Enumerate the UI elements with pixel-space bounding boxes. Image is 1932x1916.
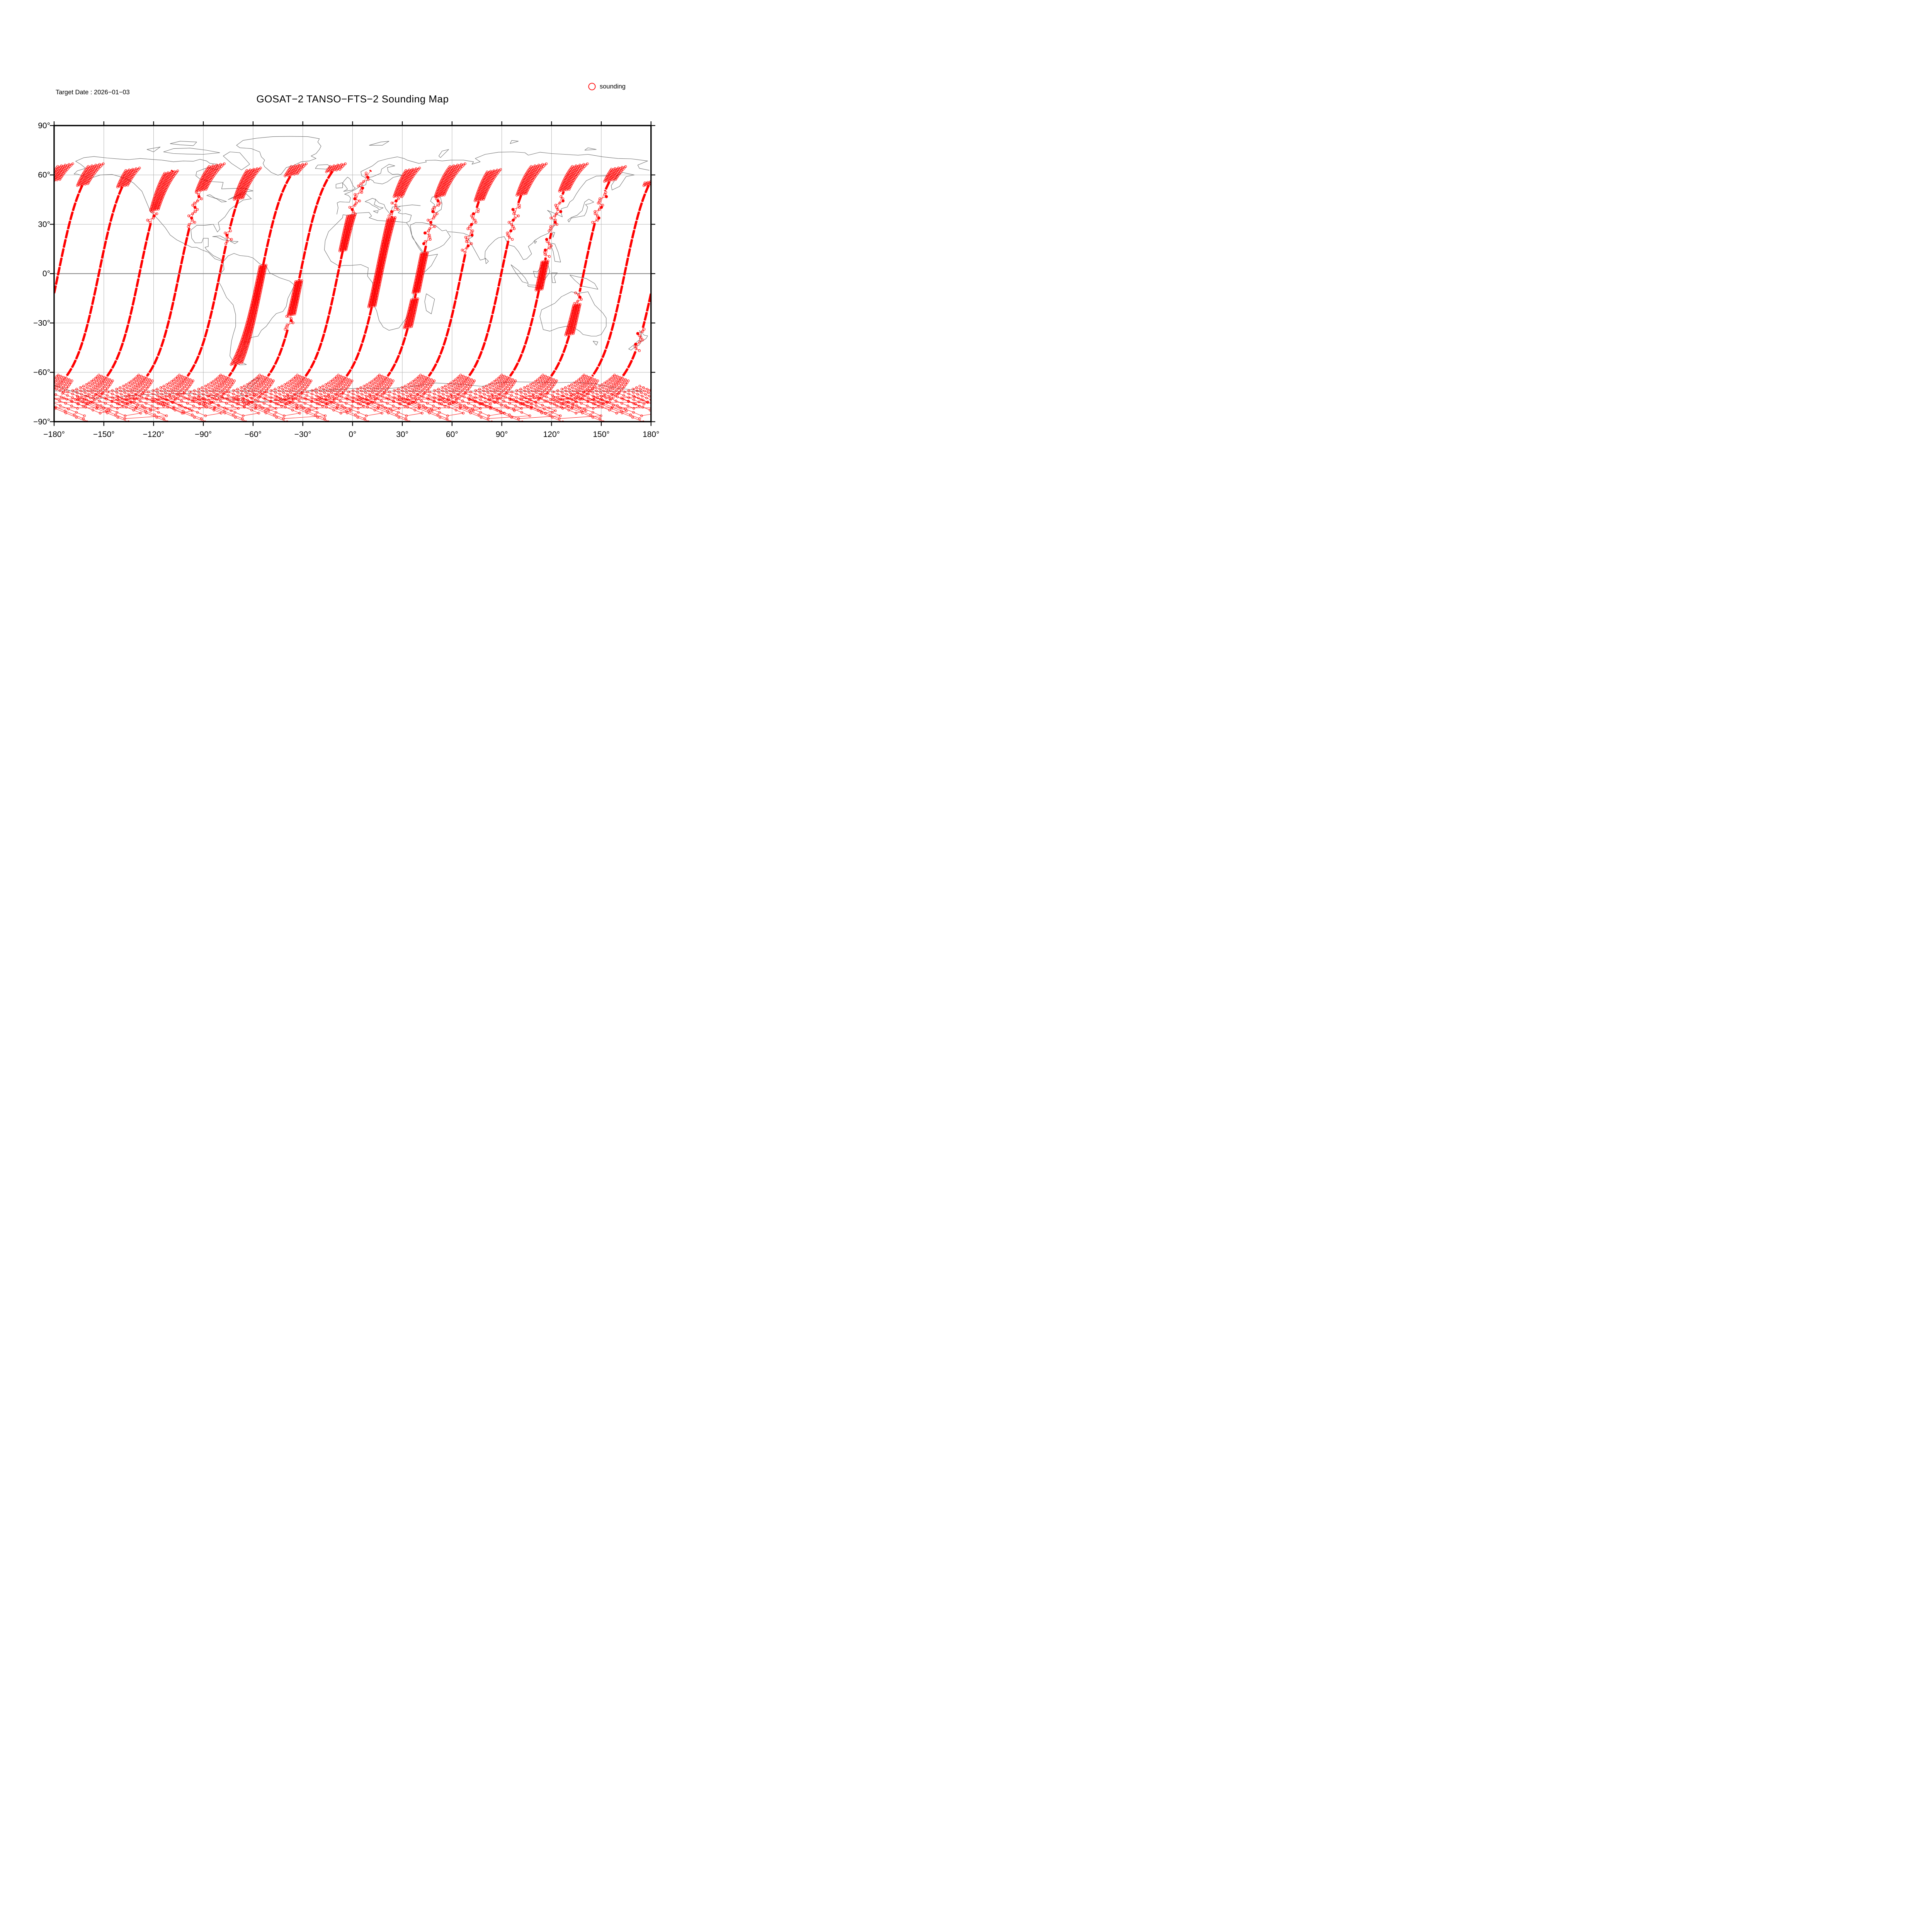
orbit-track [151,169,372,422]
x-tick-label: −120° [143,430,165,439]
legend: sounding [588,81,626,92]
x-tick-label: 60° [446,430,458,439]
x-tick-label: −90° [195,430,212,439]
x-tick-label: −180° [43,430,65,439]
sounding-points [54,167,651,422]
orbit-track [233,162,466,422]
orbit-track [74,162,308,422]
orbit-track [54,162,651,422]
y-tick-label: 90° [38,121,50,130]
x-tick-label: −30° [294,430,311,439]
sounding-points [54,169,651,422]
x-tick-label: 0° [349,430,356,439]
orbit-track [274,168,502,422]
sounding-points [54,162,651,422]
orbit-track [54,169,651,422]
sounding-points [74,162,308,422]
sounding-points [76,162,646,422]
x-tick-label: 90° [496,430,508,439]
sounding-points [355,162,589,422]
sounding-points [192,167,421,422]
legend-label: sounding [600,83,626,90]
sounding-row-lines [77,163,645,422]
x-tick-label: 180° [643,430,659,439]
y-tick-label: 0° [43,269,50,278]
sounding-marker-icon [588,83,596,90]
sounding-points [396,165,627,422]
y-tick-label: −60° [33,368,50,377]
orbit-track [396,165,627,422]
sounding-points [314,162,548,422]
orbit-track [54,162,645,422]
orbit-track [54,162,651,422]
sounding-row-lines [152,173,369,422]
sounding-map-page: Target Date : 2026−01−03 GOSAT−2 TANSO−F… [0,0,678,479]
sounding-row-lines [54,163,651,422]
sounding-points [113,162,347,422]
orbit-track [314,162,548,422]
page-title: GOSAT−2 TANSO−FTS−2 Sounding Map [256,93,449,105]
y-tick-label: −90° [33,417,50,426]
map-svg: −180° −150° −120° −90° −60° −30° 0° 30° 60° 90° 12… [33,121,660,439]
sounding-points [274,168,502,422]
x-tick-label: 150° [593,430,609,439]
y-tick-label: 60° [38,171,50,180]
orbit-track [54,167,651,422]
sounding-row-lines [275,169,501,422]
y-tick-label: 30° [38,220,50,229]
x-tick-label: 120° [543,430,560,439]
orbit-track [113,162,347,422]
sounding-points [59,162,645,422]
target-date-label: Target Date : 2026−01−03 [56,89,130,96]
sounding-row-lines [193,168,420,422]
sounding-points [54,167,262,422]
x-tick-label: −60° [245,430,262,439]
orbit-track [192,167,421,422]
x-tick-label: 30° [396,430,408,439]
y-tick-label: −30° [33,319,50,328]
x-tick-label: −150° [93,430,115,439]
sounding-row-lines [54,168,651,422]
sounding-points [151,172,370,422]
sounding-points [233,162,466,422]
orbit-track [54,167,262,422]
coastlines [54,136,650,402]
map-frame: −180° −150° −120° −90° −60° −30° 0° 30° 60° 90° 12… [33,121,660,439]
